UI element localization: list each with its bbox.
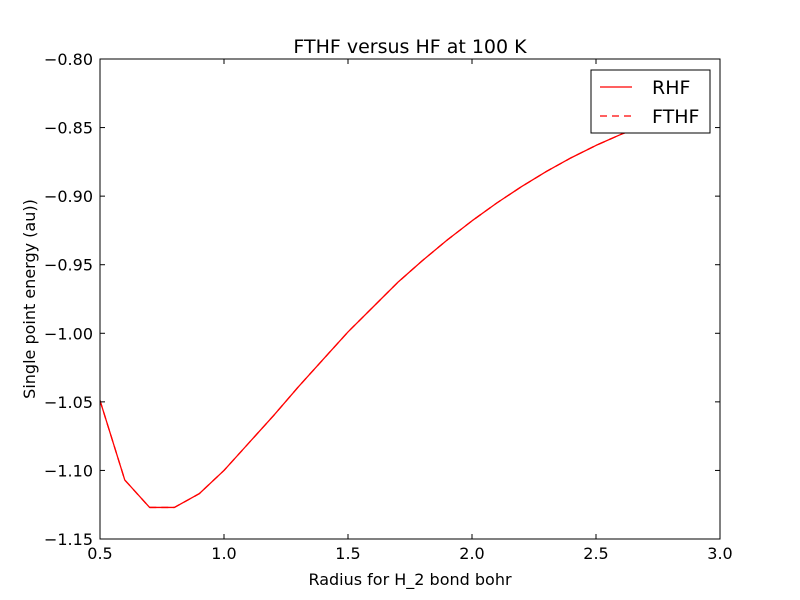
y-tick-label: −0.90 [44, 187, 93, 206]
x-tick-label: 2.0 [459, 544, 484, 563]
y-tick-label: −1.15 [44, 530, 93, 549]
y-tick-label: −0.95 [44, 256, 93, 275]
x-tick-label: 1.0 [211, 544, 236, 563]
y-tick-label: −0.80 [44, 50, 93, 69]
y-tick-label: −1.05 [44, 393, 93, 412]
plot-area [100, 59, 720, 539]
y-tick-label: −0.85 [44, 119, 93, 138]
series-layer [100, 124, 646, 509]
y-axis-label: Single point energy (au)) [20, 199, 39, 399]
legend: RHF FTHF [590, 69, 711, 134]
legend-label-fthf: FTHF [652, 106, 699, 128]
legend-label-rhf: RHF [652, 77, 690, 99]
y-tick-label: −1.00 [44, 324, 93, 343]
x-tick-label: 2.5 [583, 544, 608, 563]
x-tick-label: 1.5 [335, 544, 360, 563]
chart-title: FTHF versus HF at 100 K [293, 36, 527, 58]
x-tick-label: 3.0 [707, 544, 732, 563]
legend-box [590, 69, 711, 134]
y-tick-label: −1.10 [44, 461, 93, 480]
ticks-layer: 0.5 1.0 1.5 2.0 2.5 3.0 −1.15 −1.10 −1.05 −1.00 −0… [44, 50, 733, 563]
plot-frame [99, 58, 721, 540]
x-tick-label: 0.5 [87, 544, 112, 563]
series-line-rhf [100, 124, 646, 509]
x-axis-label: Radius for H_2 bond bohr [308, 570, 512, 590]
